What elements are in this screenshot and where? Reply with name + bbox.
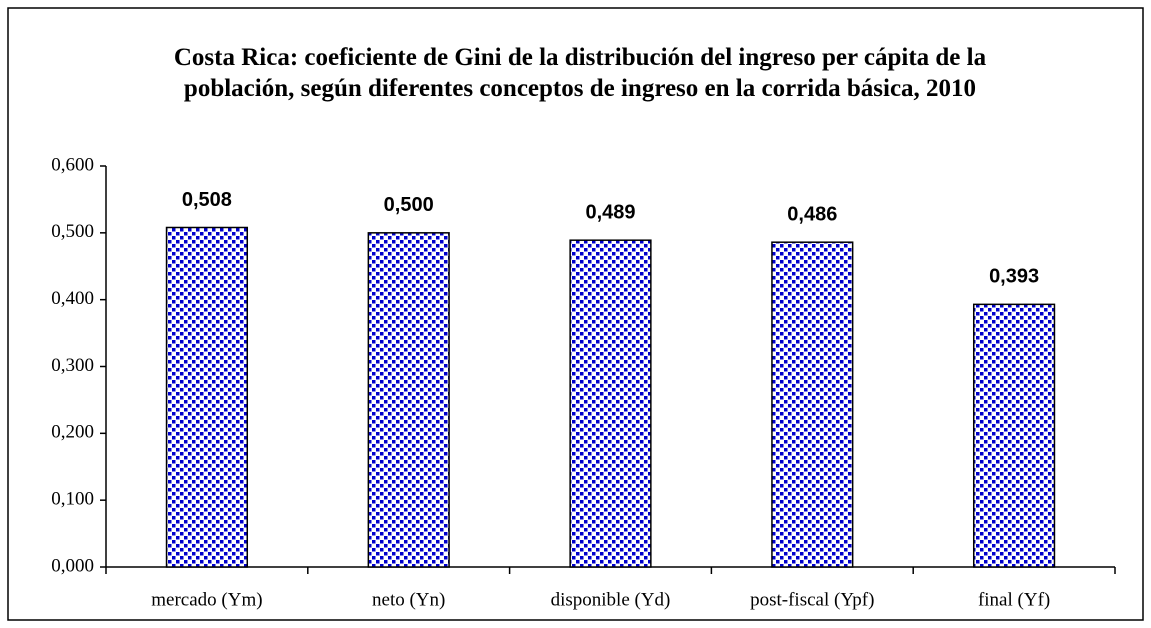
bar <box>972 303 1056 568</box>
y-tick-label: 0,300 <box>51 355 94 376</box>
y-tick-label: 0,000 <box>51 555 94 576</box>
y-tick-label: 0,100 <box>51 489 94 510</box>
y-tick-label: 0,500 <box>51 221 94 242</box>
chart-title: Costa Rica: coeficiente de Gini de la di… <box>173 44 987 102</box>
bar <box>165 226 249 568</box>
bar <box>771 241 854 568</box>
frame <box>7 7 1144 621</box>
y-tick-label: 0,600 <box>51 154 94 175</box>
value-label: 0,489 <box>585 201 635 223</box>
x-tick-label: mercado (Ym) <box>151 589 262 610</box>
value-label: 0,393 <box>989 266 1039 288</box>
bar <box>569 239 652 568</box>
x-tick-label: disponible (Yd) <box>551 589 671 610</box>
x-tick-label: neto (Yn) <box>372 589 445 610</box>
y-tick-label: 0,200 <box>51 422 94 443</box>
x-tick-label: post-fiscal (Ypf) <box>750 589 874 610</box>
x-tick-label: final (Yf) <box>978 589 1050 610</box>
value-label: 0,500 <box>384 194 434 216</box>
bar <box>367 232 450 568</box>
y-tick-label: 0,400 <box>51 288 94 309</box>
value-label: 0,508 <box>182 189 232 211</box>
value-label: 0,486 <box>787 203 837 225</box>
